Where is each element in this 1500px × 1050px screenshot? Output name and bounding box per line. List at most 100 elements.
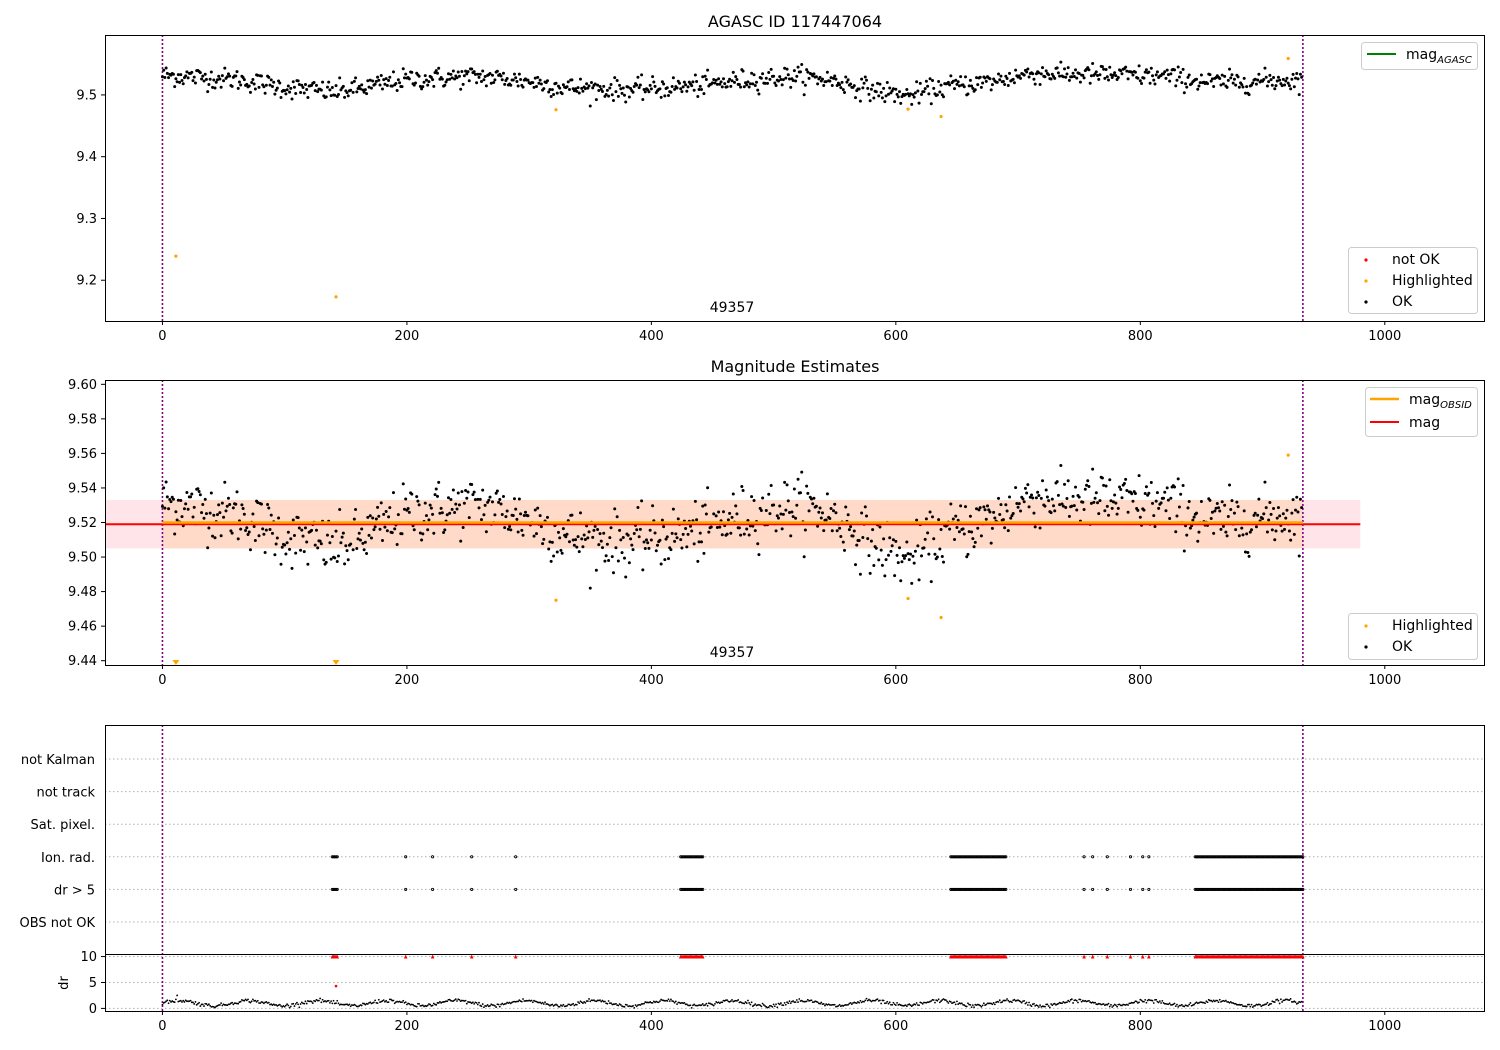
dr-point-492 [762, 1004, 765, 1006]
dr-point-797 [1135, 1000, 1138, 1003]
magnitude-ok-point-518 [794, 516, 798, 520]
magnitude-ok-point-9 [171, 497, 175, 501]
agasc-ok-point-180 [380, 87, 384, 91]
agasc-ok-point-320 [552, 93, 556, 97]
magnitude-ok-point-375 [619, 538, 623, 542]
agasc-ok-point-735 [1059, 60, 1063, 64]
magnitude-ok-point-848 [1197, 530, 1201, 534]
magnitude-ok-point-29 [196, 487, 200, 491]
agasc-ok-point-523 [800, 63, 804, 67]
magnitude-ok-point-665 [973, 540, 977, 544]
agasc-ok-point-17 [181, 82, 185, 86]
agasc-ok-point-112 [297, 83, 301, 87]
dr-point-775 [1108, 1005, 1111, 1008]
agasc-ok-point-764 [1094, 70, 1098, 74]
agasc-ok-point-435 [692, 88, 696, 92]
magnitude-ok-point-10 [173, 532, 177, 536]
magnitude-ok-point-632 [933, 552, 937, 556]
magnitude-ok-point-600 [894, 539, 898, 543]
magnitude-ok-point-714 [1033, 525, 1037, 529]
agasc-ok-point-579 [868, 99, 872, 103]
agasc-ok-point-876 [1231, 81, 1235, 85]
agasc-ok-point-744 [1070, 75, 1074, 79]
dr-point-359 [600, 1000, 603, 1003]
magnitude-ok-point-159 [355, 547, 359, 551]
magnitude-ok-point-598 [891, 538, 895, 542]
magnitude-ok-point-864 [1217, 506, 1221, 510]
agasc-ok-point-335 [570, 78, 574, 82]
magnitude-ok-point-874 [1229, 507, 1233, 511]
agasc-ok-point-204 [410, 70, 414, 74]
magnitude-ok-point-533 [812, 496, 816, 500]
dr-threshold-marker-168 [1301, 954, 1305, 959]
dr-point-489 [759, 1004, 762, 1007]
flag-point-6 [431, 855, 435, 859]
magnitude-ok-point-1 [162, 486, 166, 490]
agasc-ok-point-3 [164, 66, 168, 70]
magnitude-ok-point-873 [1228, 483, 1232, 487]
dr-point-375 [619, 1003, 622, 1006]
agasc-ok-point-277 [499, 74, 503, 78]
dr-point-574 [863, 1000, 865, 1003]
magnitude-ok-point-392 [640, 499, 644, 503]
agasc-ok-point-272 [493, 78, 497, 82]
dr-point-202 [408, 1002, 411, 1005]
dr-point-914 [1278, 1002, 1281, 1005]
magnitude-ok-point-615 [912, 561, 916, 565]
dr-point-470 [736, 999, 738, 1002]
magnitude-ok-point-465 [729, 531, 733, 535]
agasc-ok-point-358 [598, 85, 602, 89]
dr-point-235 [448, 998, 451, 1001]
magnitude-ok-point-340 [576, 535, 580, 539]
magnitude-ok-point-353 [592, 528, 596, 532]
dr-point-367 [610, 1002, 612, 1005]
magnitude-ok-point-346 [583, 538, 587, 542]
dr-point-748 [1075, 999, 1078, 1002]
dr-point-123 [311, 1002, 314, 1004]
magnitude-ok-point-494 [764, 509, 768, 513]
magnitude-ok-point-872 [1226, 514, 1230, 518]
dr-point-455 [717, 1001, 720, 1004]
magnitude-ok-point-844 [1192, 515, 1196, 519]
agasc-ok-point-897 [1257, 72, 1261, 76]
magnitude-ok-point-544 [825, 492, 829, 496]
agasc-ok-point-902 [1263, 66, 1267, 70]
agasc-ok-point-376 [620, 91, 624, 95]
dr-point-887 [1245, 1005, 1248, 1008]
dr-point-600 [894, 1004, 897, 1007]
magnitude-ok-point-537 [817, 510, 821, 514]
agasc-ok-point-199 [404, 72, 408, 76]
agasc-ok-point-714 [1033, 82, 1037, 86]
magnitude-ok-point-239 [453, 510, 457, 514]
magnitude-ok-point-783 [1118, 485, 1122, 489]
agasc-ok-point-593 [885, 81, 889, 85]
dr-point-402 [652, 1000, 655, 1003]
magnitude-ok-point-310 [539, 525, 543, 529]
agasc-ok-point-418 [671, 76, 675, 80]
magnitude-ok-point-823 [1166, 498, 1170, 502]
dr-threshold-marker-4 [335, 954, 340, 959]
dr-point-23 [189, 999, 192, 1002]
magnitude-ok-point-700 [1016, 505, 1020, 509]
magnitude-ok-point-859 [1210, 510, 1214, 514]
agasc-ok-point-684 [997, 72, 1001, 76]
agasc-ok-point-588 [879, 90, 883, 94]
dr-point-612 [909, 1004, 912, 1006]
agasc-ok-point-19 [184, 74, 188, 78]
magnitude-ok-point-227 [438, 511, 442, 515]
agasc-ok-point-679 [990, 83, 994, 87]
agasc-ok-point-777 [1110, 76, 1114, 80]
magnitude-ok-point-819 [1162, 496, 1166, 500]
dr-point-781 [1116, 1005, 1118, 1008]
dr-point-597 [891, 1003, 894, 1006]
magnitude-ok-point-925 [1291, 498, 1295, 502]
dr-point-64 [239, 1000, 242, 1003]
agasc-ok-point-161 [357, 84, 361, 88]
magnitude-ok-point-725 [1047, 499, 1051, 503]
agasc-ok-point-603 [898, 90, 902, 94]
magnitude-ok-point-51 [223, 480, 227, 484]
agasc-ok-point-753 [1081, 73, 1085, 77]
agasc-ok-point-62 [236, 86, 240, 90]
magnitude-ok-point-510 [784, 508, 788, 512]
dr-point-101 [285, 1004, 287, 1007]
